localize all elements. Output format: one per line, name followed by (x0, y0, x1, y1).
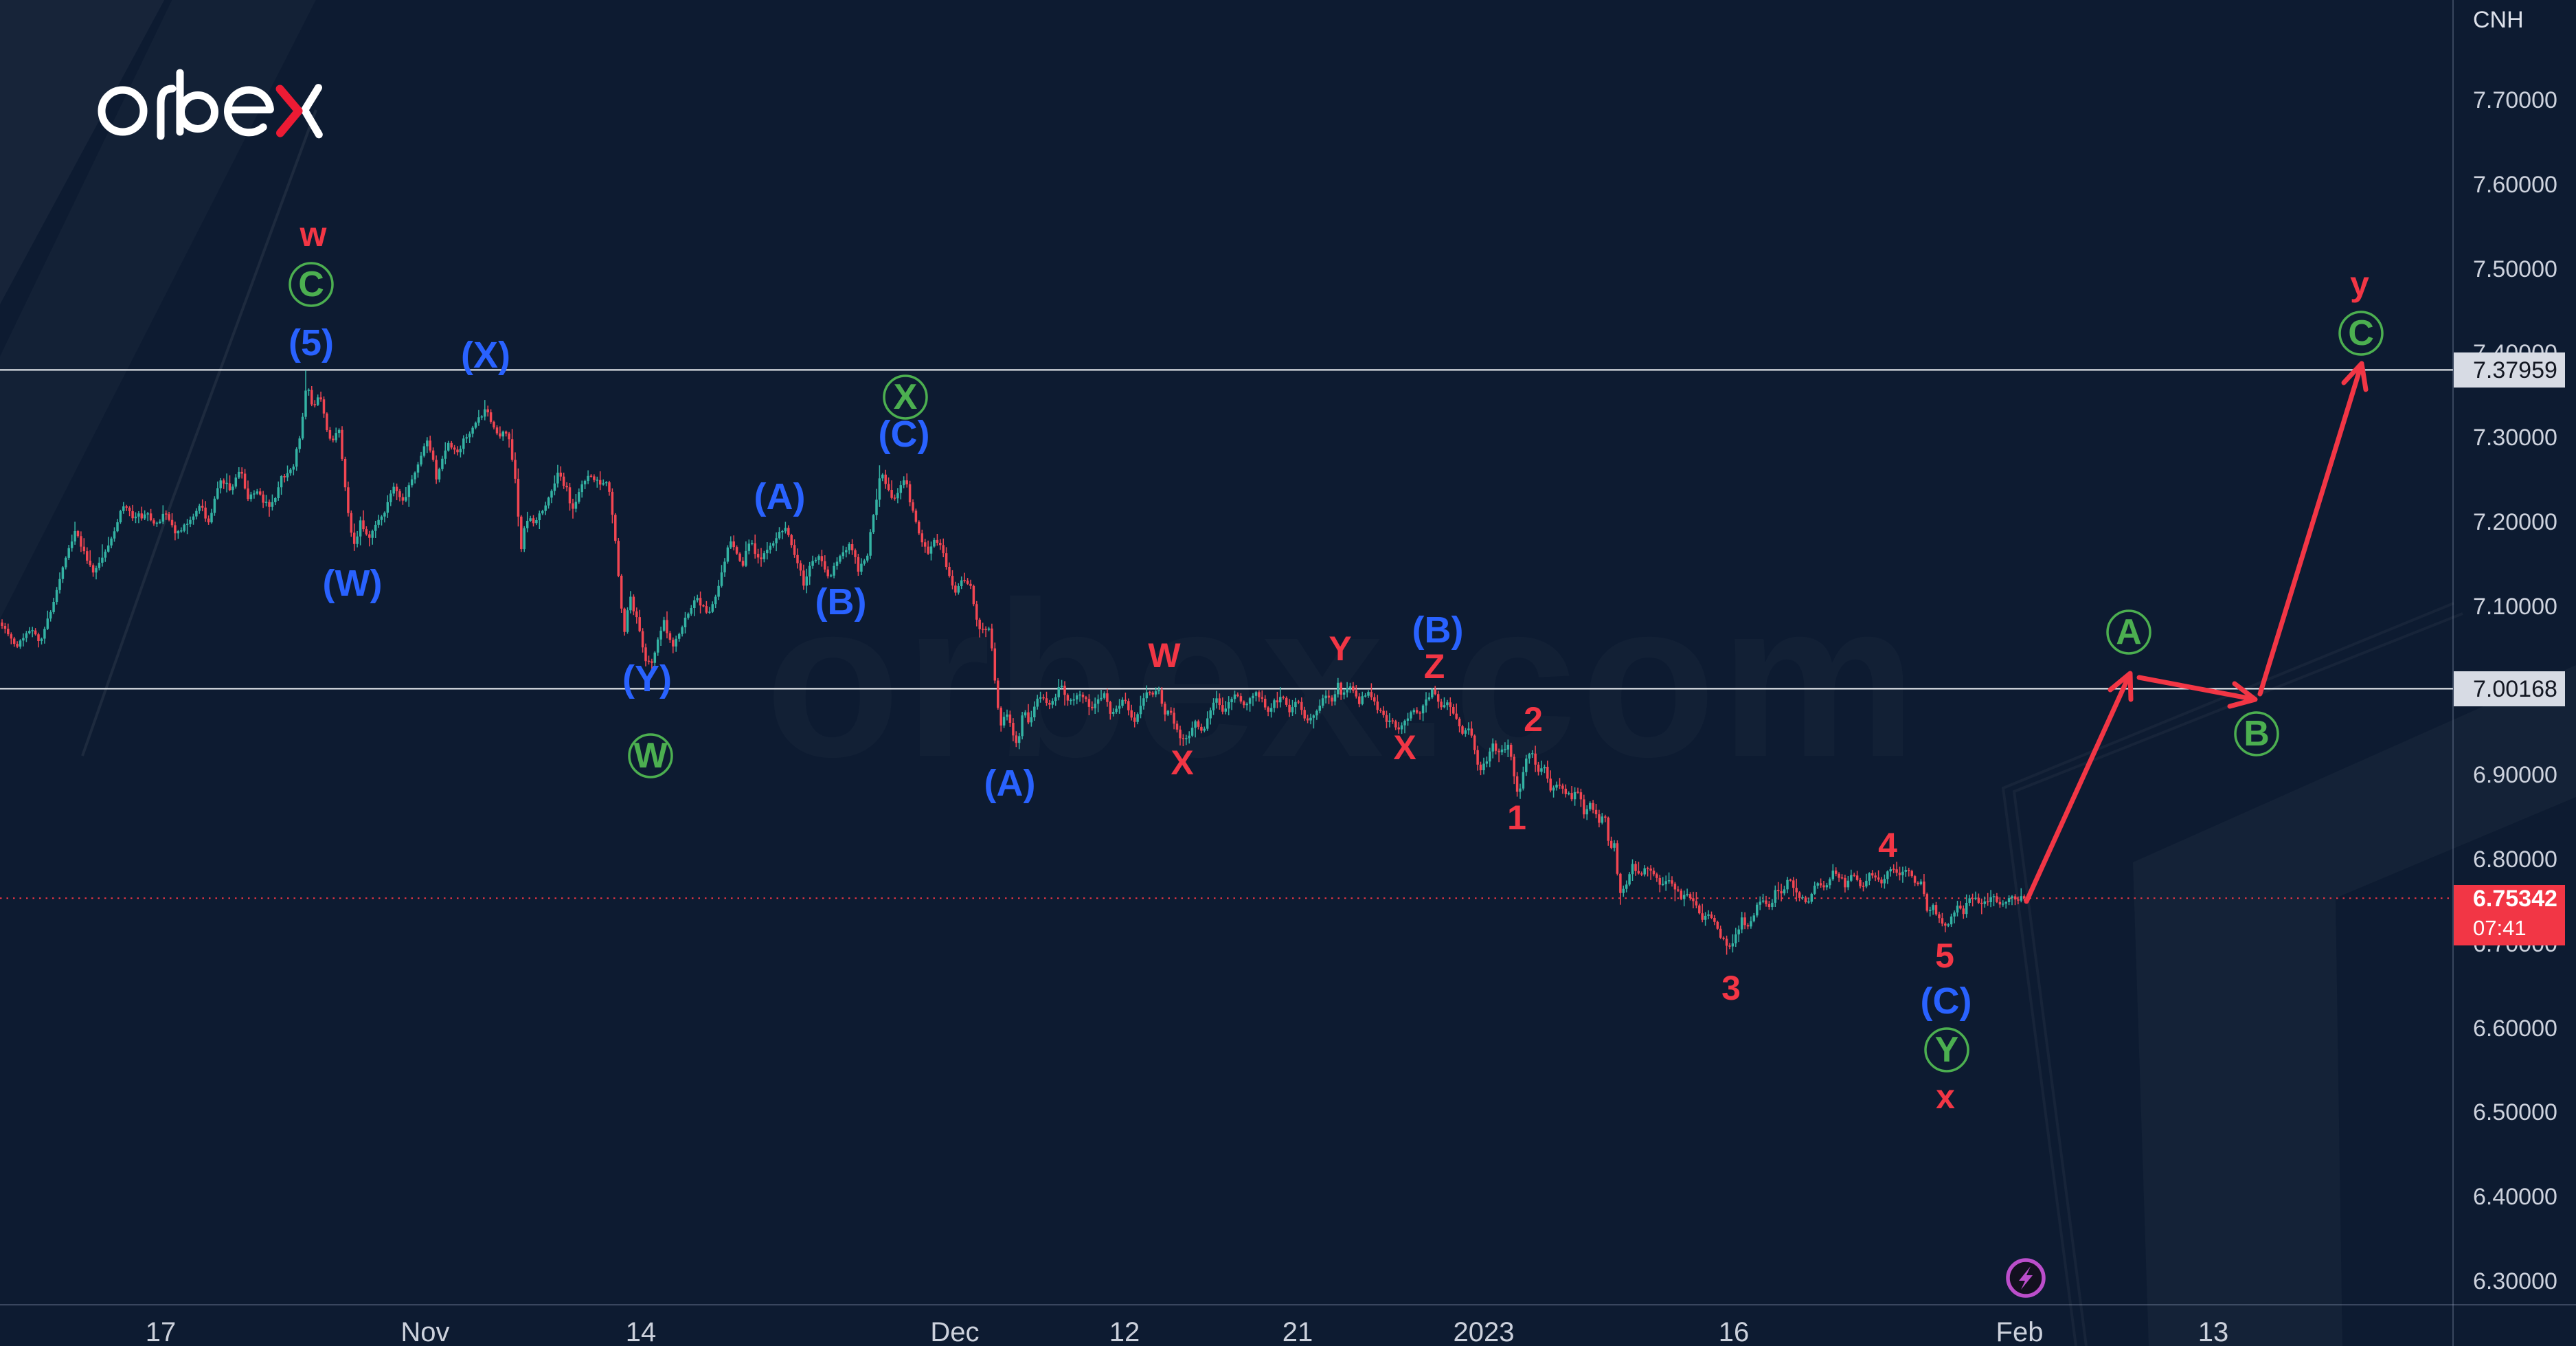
svg-text:X: X (1171, 743, 1193, 782)
svg-text:13: 13 (2198, 1317, 2229, 1346)
svg-text:2: 2 (1524, 700, 1543, 739)
svg-text:1: 1 (1507, 798, 1526, 837)
svg-text:Nov: Nov (400, 1317, 449, 1346)
svg-text:21: 21 (1283, 1317, 1313, 1346)
svg-text:C: C (2348, 313, 2374, 353)
svg-text:(W): (W) (323, 563, 383, 604)
svg-text:7.60000: 7.60000 (2473, 172, 2557, 198)
svg-text:W: W (633, 736, 668, 776)
svg-text:6.40000: 6.40000 (2473, 1184, 2557, 1210)
svg-text:A: A (2116, 612, 2142, 652)
svg-text:07:41: 07:41 (2473, 916, 2527, 940)
svg-text:12: 12 (1109, 1317, 1140, 1346)
svg-text:(A): (A) (984, 763, 1036, 804)
svg-text:C: C (298, 265, 324, 304)
svg-text:Dec: Dec (930, 1317, 979, 1346)
svg-text:Feb: Feb (1996, 1317, 2044, 1346)
svg-text:CNH: CNH (2473, 7, 2524, 33)
svg-text:(Y): (Y) (622, 658, 672, 699)
svg-text:7.20000: 7.20000 (2473, 509, 2557, 535)
svg-text:(A): (A) (754, 476, 806, 517)
svg-text:y: y (2350, 265, 2369, 303)
svg-text:7.70000: 7.70000 (2473, 87, 2557, 113)
svg-text:6.60000: 6.60000 (2473, 1016, 2557, 1042)
svg-text:2023: 2023 (1454, 1317, 1515, 1346)
svg-text:Y: Y (1935, 1030, 1959, 1070)
svg-text:7.30000: 7.30000 (2473, 425, 2557, 451)
svg-text:x: x (1936, 1077, 1955, 1116)
svg-text:6.80000: 6.80000 (2473, 846, 2557, 873)
svg-text:(X): (X) (461, 335, 510, 376)
svg-text:7.00168: 7.00168 (2473, 676, 2557, 702)
svg-text:6.90000: 6.90000 (2473, 762, 2557, 788)
svg-text:Y: Y (1329, 629, 1351, 668)
svg-text:Z: Z (1424, 647, 1445, 686)
svg-text:7.50000: 7.50000 (2473, 256, 2557, 282)
svg-text:5: 5 (1935, 936, 1954, 975)
svg-text:(5): (5) (289, 322, 334, 363)
svg-text:4: 4 (1878, 826, 1897, 864)
svg-text:6.50000: 6.50000 (2473, 1099, 2557, 1125)
svg-text:B: B (2244, 714, 2270, 754)
svg-text:3: 3 (1721, 969, 1741, 1007)
svg-text:6.75342: 6.75342 (2473, 886, 2557, 912)
svg-text:7.37959: 7.37959 (2473, 357, 2557, 383)
svg-text:16: 16 (1719, 1317, 1750, 1346)
svg-text:(B): (B) (1412, 609, 1464, 651)
svg-text:(C): (C) (1921, 980, 1972, 1022)
svg-text:7.10000: 7.10000 (2473, 594, 2557, 620)
svg-text:X: X (1393, 728, 1416, 767)
svg-text:W: W (1148, 636, 1181, 675)
svg-text:(C): (C) (879, 414, 930, 455)
svg-text:6.30000: 6.30000 (2473, 1268, 2557, 1294)
svg-text:w: w (300, 215, 327, 254)
svg-text:orbex.com: orbex.com (765, 557, 1921, 803)
svg-text:(B): (B) (815, 581, 867, 622)
svg-text:X: X (894, 377, 918, 417)
svg-text:14: 14 (626, 1317, 657, 1346)
svg-text:17: 17 (146, 1317, 177, 1346)
